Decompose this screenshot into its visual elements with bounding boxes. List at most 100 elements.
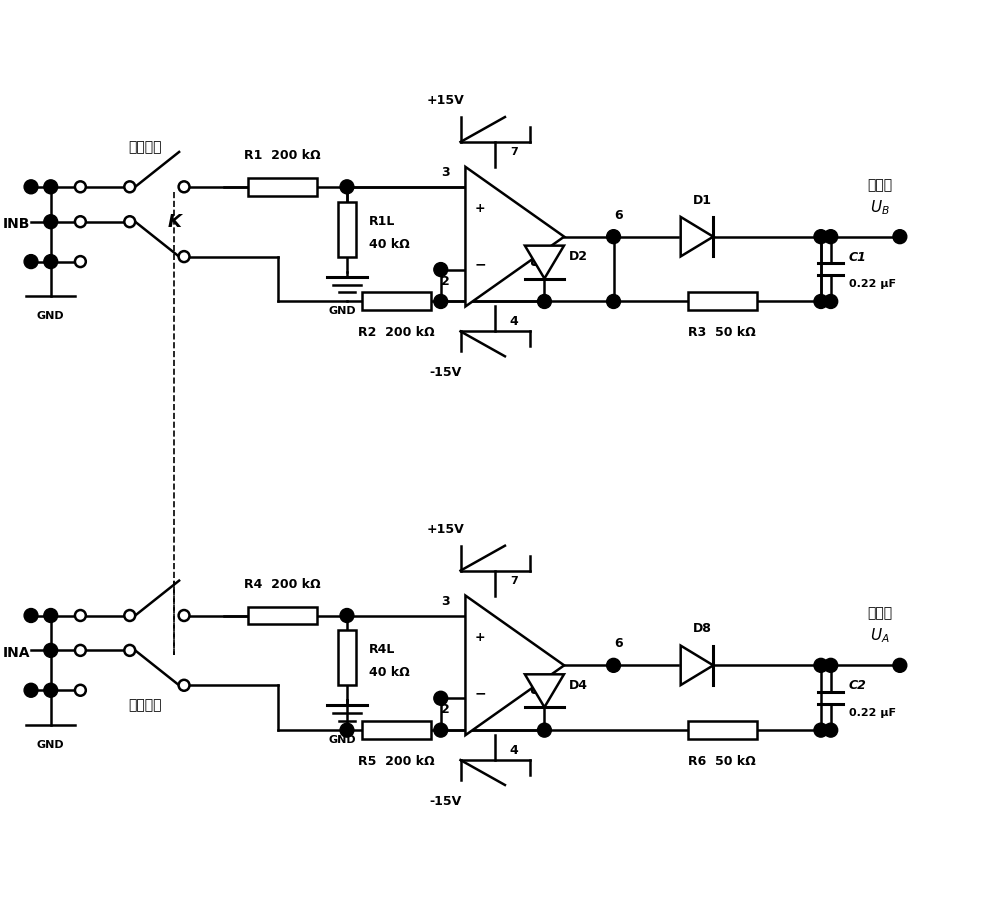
Circle shape <box>340 179 354 194</box>
Text: R5  200 kΩ: R5 200 kΩ <box>358 755 435 768</box>
Polygon shape <box>465 595 564 735</box>
Circle shape <box>44 609 58 622</box>
Text: R4L: R4L <box>369 643 395 656</box>
Circle shape <box>124 610 135 621</box>
Text: 反相输入: 反相输入 <box>128 699 161 712</box>
Text: 4: 4 <box>510 315 519 328</box>
Circle shape <box>340 723 354 737</box>
Text: $U_B$: $U_B$ <box>870 198 890 217</box>
Circle shape <box>434 691 448 705</box>
Text: 7: 7 <box>510 147 518 157</box>
Circle shape <box>893 230 907 244</box>
Circle shape <box>434 263 448 276</box>
Text: D8: D8 <box>693 622 712 635</box>
Text: 40 kΩ: 40 kΩ <box>369 666 409 680</box>
Text: −: − <box>474 686 486 700</box>
Text: 0.22 μF: 0.22 μF <box>849 279 896 289</box>
Polygon shape <box>465 167 564 306</box>
Circle shape <box>814 230 828 244</box>
Text: +: + <box>475 202 486 216</box>
Circle shape <box>44 255 58 268</box>
Polygon shape <box>525 246 564 278</box>
Circle shape <box>340 609 354 622</box>
Bar <box>362 293 431 311</box>
Polygon shape <box>681 217 713 256</box>
Text: INA: INA <box>2 646 30 660</box>
Text: -15V: -15V <box>430 366 462 380</box>
Text: 2: 2 <box>441 703 450 717</box>
Circle shape <box>607 659 620 672</box>
Bar <box>248 606 317 624</box>
Text: GND: GND <box>37 312 65 322</box>
Text: C1: C1 <box>849 251 866 264</box>
Text: D1: D1 <box>693 194 712 207</box>
Polygon shape <box>525 674 564 708</box>
Circle shape <box>75 256 86 267</box>
Text: R4  200 kΩ: R4 200 kΩ <box>244 578 321 591</box>
Circle shape <box>24 609 38 622</box>
Circle shape <box>824 294 838 308</box>
Text: R1L: R1L <box>369 215 395 227</box>
Text: 3: 3 <box>441 594 450 608</box>
Text: 40 kΩ: 40 kΩ <box>369 237 409 251</box>
Text: +: + <box>475 631 486 644</box>
Circle shape <box>124 181 135 192</box>
Text: -15V: -15V <box>430 795 462 808</box>
Circle shape <box>607 294 620 308</box>
Circle shape <box>44 179 58 194</box>
Circle shape <box>179 251 189 262</box>
Text: GND: GND <box>328 306 356 316</box>
Text: +15V: +15V <box>427 94 465 107</box>
Circle shape <box>44 683 58 698</box>
Text: 正输出: 正输出 <box>868 178 893 192</box>
Text: K: K <box>167 213 181 231</box>
Bar <box>362 721 431 739</box>
Circle shape <box>434 723 448 737</box>
Text: GND: GND <box>328 735 356 745</box>
Circle shape <box>75 685 86 696</box>
Circle shape <box>24 683 38 698</box>
Circle shape <box>179 610 189 621</box>
Circle shape <box>124 217 135 227</box>
Text: 6: 6 <box>614 638 623 651</box>
Text: 4: 4 <box>510 744 519 757</box>
Text: R3  50 kΩ: R3 50 kΩ <box>688 326 756 340</box>
Circle shape <box>814 659 828 672</box>
Circle shape <box>124 645 135 656</box>
Circle shape <box>538 294 551 308</box>
Text: R1  200 kΩ: R1 200 kΩ <box>244 149 321 162</box>
Circle shape <box>179 181 189 192</box>
Circle shape <box>24 255 38 268</box>
Bar <box>688 293 757 311</box>
Text: 0.22 μF: 0.22 μF <box>849 708 896 718</box>
Circle shape <box>538 723 551 737</box>
Bar <box>338 631 356 685</box>
Text: 正输出: 正输出 <box>868 606 893 621</box>
Text: R6  50 kΩ: R6 50 kΩ <box>688 755 756 768</box>
Text: 7: 7 <box>510 575 518 585</box>
Circle shape <box>44 215 58 228</box>
Circle shape <box>179 680 189 690</box>
Circle shape <box>75 181 86 192</box>
Circle shape <box>75 610 86 621</box>
Circle shape <box>24 179 38 194</box>
Bar <box>688 721 757 739</box>
Circle shape <box>893 659 907 672</box>
Text: 同相输入: 同相输入 <box>128 140 161 154</box>
Text: GND: GND <box>37 740 65 750</box>
Text: D4: D4 <box>569 679 588 692</box>
Circle shape <box>824 723 838 737</box>
Text: D2: D2 <box>569 250 588 263</box>
Text: 3: 3 <box>441 166 450 178</box>
Circle shape <box>75 645 86 656</box>
Text: 2: 2 <box>441 275 450 287</box>
Text: C2: C2 <box>849 680 866 692</box>
Text: 6: 6 <box>614 208 623 222</box>
Text: +15V: +15V <box>427 523 465 535</box>
Text: −: − <box>474 257 486 272</box>
Circle shape <box>824 230 838 244</box>
Circle shape <box>75 217 86 227</box>
Text: R2  200 kΩ: R2 200 kΩ <box>358 326 435 340</box>
Text: U1: U1 <box>529 255 550 268</box>
Bar <box>248 178 317 196</box>
